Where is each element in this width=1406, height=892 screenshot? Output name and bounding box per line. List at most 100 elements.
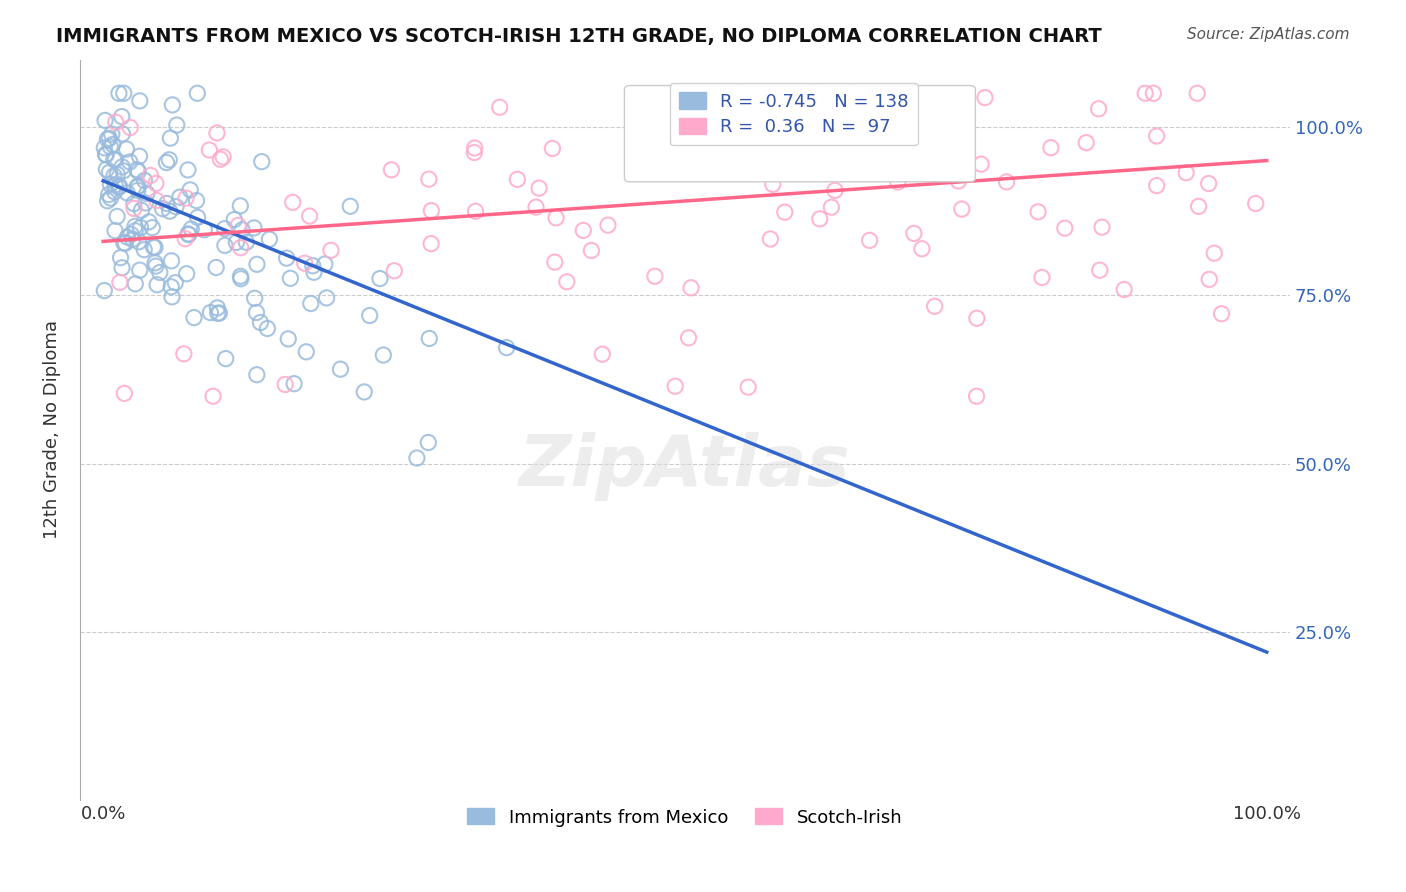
Point xyxy=(111,160,134,174)
Point xyxy=(198,143,221,157)
Point xyxy=(418,172,440,186)
Point xyxy=(555,275,578,289)
Point xyxy=(97,194,120,208)
Point xyxy=(98,131,121,145)
Point xyxy=(205,126,228,140)
Point xyxy=(827,87,849,101)
Point xyxy=(380,162,402,177)
Text: Source: ZipAtlas.com: Source: ZipAtlas.com xyxy=(1187,27,1350,42)
Point xyxy=(948,174,970,188)
Point xyxy=(277,332,299,346)
Point xyxy=(159,131,181,145)
Point xyxy=(1185,87,1208,101)
Point xyxy=(256,321,278,335)
Point xyxy=(274,377,297,392)
Point xyxy=(105,210,128,224)
Point xyxy=(527,181,550,195)
Point xyxy=(315,291,337,305)
Point xyxy=(231,223,253,237)
Point xyxy=(299,296,322,310)
Point xyxy=(950,202,973,216)
Point xyxy=(382,264,405,278)
Point xyxy=(110,251,132,265)
Point xyxy=(117,230,139,244)
Point xyxy=(157,153,180,167)
Point xyxy=(804,87,827,101)
Point xyxy=(131,203,153,218)
Point xyxy=(762,178,785,192)
Point xyxy=(162,98,184,112)
Point xyxy=(125,180,148,194)
Point xyxy=(156,196,179,211)
Point xyxy=(359,309,381,323)
Point xyxy=(174,232,197,246)
Point xyxy=(249,316,271,330)
Point xyxy=(418,435,440,450)
Point xyxy=(104,153,127,167)
Point xyxy=(193,223,215,237)
Point xyxy=(179,183,201,197)
Point xyxy=(209,153,232,167)
Point xyxy=(214,221,236,235)
Point xyxy=(246,257,269,271)
Point xyxy=(1175,166,1198,180)
Point xyxy=(974,90,997,104)
Point xyxy=(820,200,842,214)
Point xyxy=(1026,204,1049,219)
Point xyxy=(208,306,231,320)
Point xyxy=(207,306,229,320)
Point xyxy=(103,169,125,183)
Point xyxy=(122,202,145,216)
Point xyxy=(108,179,131,194)
Point xyxy=(541,141,564,155)
Point xyxy=(104,178,127,192)
Point xyxy=(94,113,117,128)
Point xyxy=(1142,87,1164,101)
Point xyxy=(966,389,988,403)
Point xyxy=(105,168,128,182)
Point xyxy=(98,139,121,153)
Point xyxy=(129,220,152,235)
Point xyxy=(295,344,318,359)
Point xyxy=(180,222,202,236)
Point xyxy=(225,235,247,250)
Point xyxy=(678,331,700,345)
Point xyxy=(149,265,172,279)
Point xyxy=(177,227,200,241)
Point xyxy=(135,195,157,210)
Point xyxy=(112,164,135,178)
Point xyxy=(495,341,517,355)
Point xyxy=(280,271,302,285)
Point xyxy=(406,450,429,465)
Point xyxy=(160,280,183,294)
Point xyxy=(339,199,361,213)
Point xyxy=(160,253,183,268)
Point xyxy=(1198,272,1220,286)
Y-axis label: 12th Grade, No Diploma: 12th Grade, No Diploma xyxy=(44,320,60,540)
Point xyxy=(464,141,486,155)
Point xyxy=(229,269,252,284)
Point xyxy=(177,162,200,177)
Point xyxy=(100,127,122,141)
Point xyxy=(572,223,595,237)
Point xyxy=(664,379,686,393)
Point xyxy=(353,384,375,399)
Point xyxy=(1039,141,1062,155)
Point xyxy=(118,155,141,169)
Point xyxy=(122,196,145,211)
Point xyxy=(166,118,188,132)
Point xyxy=(111,127,134,141)
Point xyxy=(143,240,166,254)
Point xyxy=(124,219,146,234)
Point xyxy=(1088,263,1111,277)
Point xyxy=(111,260,134,275)
Point xyxy=(128,235,150,249)
Point xyxy=(759,232,782,246)
Point xyxy=(103,153,125,167)
Point xyxy=(259,232,281,246)
Point xyxy=(104,185,127,199)
Point xyxy=(544,255,567,269)
Point xyxy=(643,88,665,103)
Point xyxy=(128,94,150,108)
Point xyxy=(243,220,266,235)
